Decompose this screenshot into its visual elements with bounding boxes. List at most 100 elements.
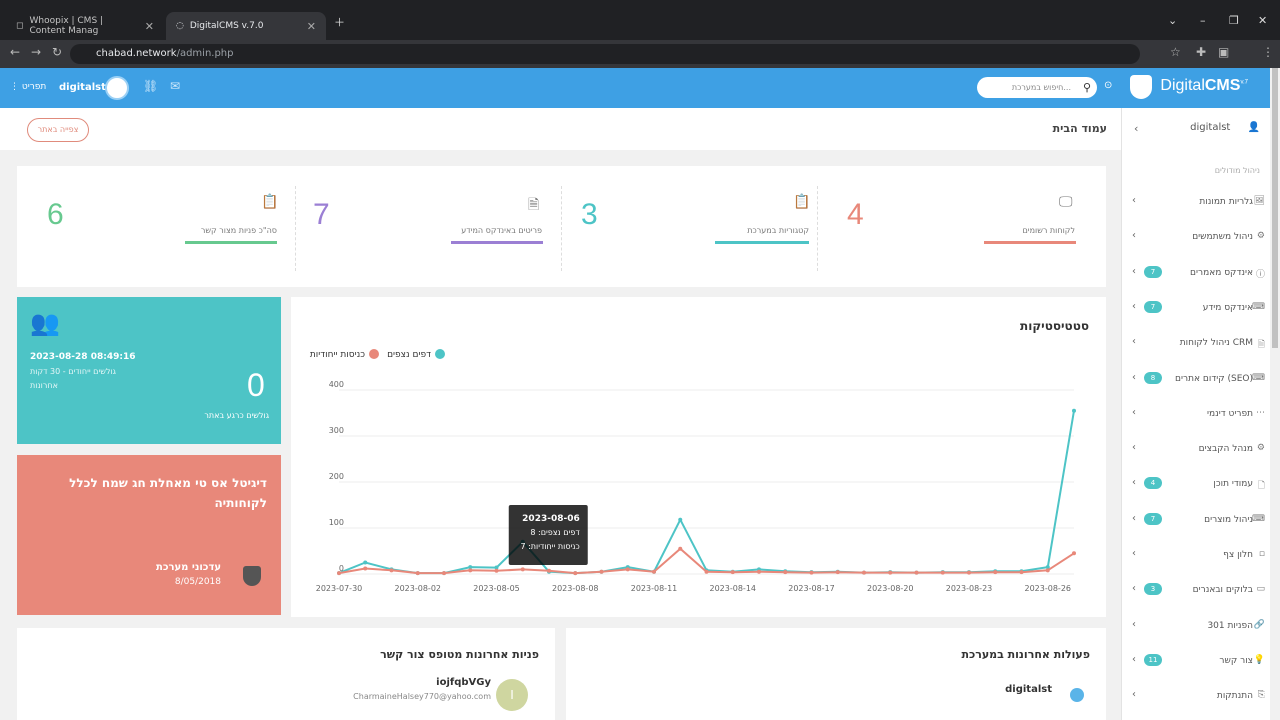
sidebar-item[interactable]: ‹ 7 ניהול מוצרים ⌨ — [1122, 511, 1271, 531]
sidebar-item-icon: ▭ — [1256, 584, 1265, 595]
stat-card-customers: 4 🖵 לקוחות רשומים — [817, 166, 1083, 287]
address-bar[interactable]: chabad.network/admin.php — [70, 44, 1140, 64]
data-point — [704, 569, 709, 574]
logo[interactable]: DigitalCMSv.7 — [1160, 77, 1248, 95]
menu-toggle[interactable]: ⋮ תפריט — [10, 82, 47, 92]
close-window-icon[interactable]: ✕ — [1258, 14, 1268, 27]
sidebar-item[interactable]: ‹ הפניות 301 🔗 — [1122, 617, 1271, 637]
data-point — [494, 568, 499, 573]
shield-icon — [243, 566, 261, 586]
close-tab-icon[interactable]: ✕ — [306, 19, 316, 33]
sidebar-user[interactable]: digitalst 👤 — [1190, 122, 1260, 133]
page-scrollbar[interactable] — [1270, 68, 1280, 720]
chevron-icon: ‹ — [1132, 512, 1136, 524]
sidebar-item[interactable]: ‹ 8 קידום אתרים (SEO) ⌨ — [1122, 370, 1271, 390]
header-username[interactable]: digitalst — [59, 82, 106, 93]
data-point — [520, 567, 525, 572]
sidebar-item-icon: ⋯ — [1256, 407, 1265, 418]
user-avatar[interactable] — [105, 76, 129, 100]
reload-icon[interactable]: ↻ — [52, 45, 63, 59]
stat-bar-fill — [984, 241, 1076, 244]
mail-icon[interactable]: ✉ — [170, 79, 181, 93]
close-tab-icon[interactable]: ✕ — [144, 19, 154, 33]
sidebar-item-icon: ⌨ — [1252, 372, 1265, 383]
forward-icon[interactable]: → — [31, 45, 42, 59]
browser-tab[interactable]: ◻ Whoopix | CMS | Content Manag ✕ — [6, 12, 164, 40]
back-icon[interactable]: ← — [10, 45, 21, 59]
data-point — [652, 569, 656, 574]
sidebar-item-badge: 3 — [1144, 583, 1162, 596]
sidebar-item[interactable]: ‹ ניהול לקוחות CRM 🗎 — [1122, 334, 1271, 354]
link-icon[interactable]: ⛓ — [143, 79, 159, 93]
chevron-icon: ‹ — [1132, 406, 1136, 418]
view-site-button[interactable]: צפייה באתר — [27, 118, 89, 142]
logo-text: Digital — [1160, 77, 1205, 94]
recent-contacts-card: פניות אחרונות מטופס צור קשר I iojfqbVGy … — [17, 628, 555, 720]
sidebar-item-icon: 🖼 — [1253, 196, 1265, 206]
data-point — [337, 571, 341, 576]
action-user-name[interactable]: digitalst — [1005, 684, 1052, 695]
recent-actions-card: פעולות אחרונות במערכת digitalst — [566, 628, 1106, 720]
chevron-icon: ‹ — [1132, 583, 1136, 595]
chevron-icon: ‹ — [1132, 689, 1136, 701]
sidebar-item-icon: 🗋 — [1257, 481, 1265, 492]
chart-tooltip — [508, 505, 588, 565]
stats-panel: 4 🖵 לקוחות רשומים 3 📋 קטגוריות במערכת 7 … — [17, 166, 1106, 287]
series-line — [338, 410, 1075, 575]
sidebar-section-title: ניהול מודולים — [1214, 166, 1260, 175]
sidebar-item[interactable]: ‹ 4 עמודי תוכן 🗋 — [1122, 475, 1271, 495]
x-tick-label: 2023-08-08 — [552, 584, 599, 593]
sidebar-item[interactable]: ‹ 3 בלוקים ובאנרים ▭ — [1122, 581, 1271, 601]
extensions-icon[interactable]: ✚ — [1196, 45, 1207, 59]
sidebar-item-label: בלוקים ובאנרים — [1192, 585, 1253, 596]
maximize-icon[interactable]: ❐ — [1229, 14, 1239, 27]
sidebar-item[interactable]: ‹ 11 צור קשר 💡 — [1122, 652, 1271, 672]
sidebar-item[interactable]: ‹ מנהל הקבצים ⚙ — [1122, 440, 1271, 460]
data-point — [573, 571, 578, 576]
tab-search-icon[interactable]: ⌄ — [1168, 14, 1178, 27]
sidebar-item[interactable]: ‹ גלריות תמונות 🖼 — [1122, 193, 1271, 213]
tab-title: DigitalCMS v.7.0 — [189, 21, 264, 31]
x-tick-label: 2023-08-20 — [867, 584, 914, 593]
x-tick-label: 2023-08-05 — [473, 584, 520, 593]
sidebar-item-icon: 🔗 — [1253, 619, 1265, 630]
sidebar-item-icon: ⚙ — [1256, 231, 1265, 242]
data-point — [888, 570, 893, 575]
x-tick-label: 2023-08-17 — [788, 584, 835, 593]
sidebar-item[interactable]: ‹ 7 אינדקס מאמרים ⓘ — [1122, 264, 1271, 284]
sidebar-item-label: ניהול לקוחות CRM — [1179, 338, 1253, 349]
new-tab-icon[interactable]: ＋ — [334, 16, 345, 29]
sidepanel-icon[interactable]: ▣ — [1218, 45, 1230, 59]
settings-circle-icon[interactable]: ⊙ — [1104, 80, 1113, 91]
tooltip-line: 2023-08-06 — [522, 514, 580, 524]
browser-tab-active[interactable]: ◌ DigitalCMS v.7.0 ✕ — [166, 12, 326, 40]
browser-menu-icon[interactable]: ⋮ — [1262, 45, 1274, 59]
bookmark-star-icon[interactable]: ☆ — [1170, 45, 1181, 59]
data-point — [1072, 408, 1076, 413]
sidebar-item-icon: ⌨ — [1252, 513, 1265, 524]
search-input[interactable]: חיפוש במערכת... ⚲ — [977, 77, 1097, 98]
sidebar-item[interactable]: ‹ תפריט דינמי ⋯ — [1122, 405, 1271, 425]
data-point — [914, 570, 919, 575]
minimize-icon[interactable]: – — [1200, 14, 1206, 27]
system-updates-title[interactable]: עדכוני מערכת — [155, 562, 221, 573]
sidebar-item-label: קידום אתרים (SEO) — [1175, 373, 1253, 384]
sidebar-item[interactable]: ‹ ניהול משתמשים ⚙ — [1122, 228, 1271, 248]
cms-header: DigitalCMSv.7 ⊙ חיפוש במערכת... ⚲ ⛓ ✉ di… — [0, 68, 1270, 108]
sidebar-item-badge: 11 — [1144, 653, 1162, 666]
legend-swatch — [369, 349, 379, 359]
logo-shield-icon — [1130, 75, 1152, 99]
search-icon[interactable]: ⚲ — [1082, 81, 1091, 94]
monitor-icon: 🖵 — [1059, 194, 1073, 210]
x-tick-label: 2023-07-30 — [316, 584, 363, 593]
sidebar-item-label: אינדקס מאמרים — [1190, 267, 1253, 278]
scrollbar-thumb[interactable] — [1272, 68, 1278, 348]
sidebar-collapse-chevron-icon[interactable]: ‹ — [1134, 122, 1139, 135]
stat-bar — [451, 241, 543, 244]
contact-name[interactable]: iojfqbVGy — [436, 677, 491, 688]
sidebar-item[interactable]: ‹ התנתקות ⎘ — [1122, 687, 1271, 707]
stat-label: פריטים באינדקס המידע — [461, 226, 542, 235]
sidebar-item[interactable]: ‹ 7 אינדקס מידע ⌨ — [1122, 299, 1271, 319]
sidebar-item[interactable]: ‹ חלון צף ▫ — [1122, 546, 1271, 566]
stat-bar — [185, 241, 277, 244]
